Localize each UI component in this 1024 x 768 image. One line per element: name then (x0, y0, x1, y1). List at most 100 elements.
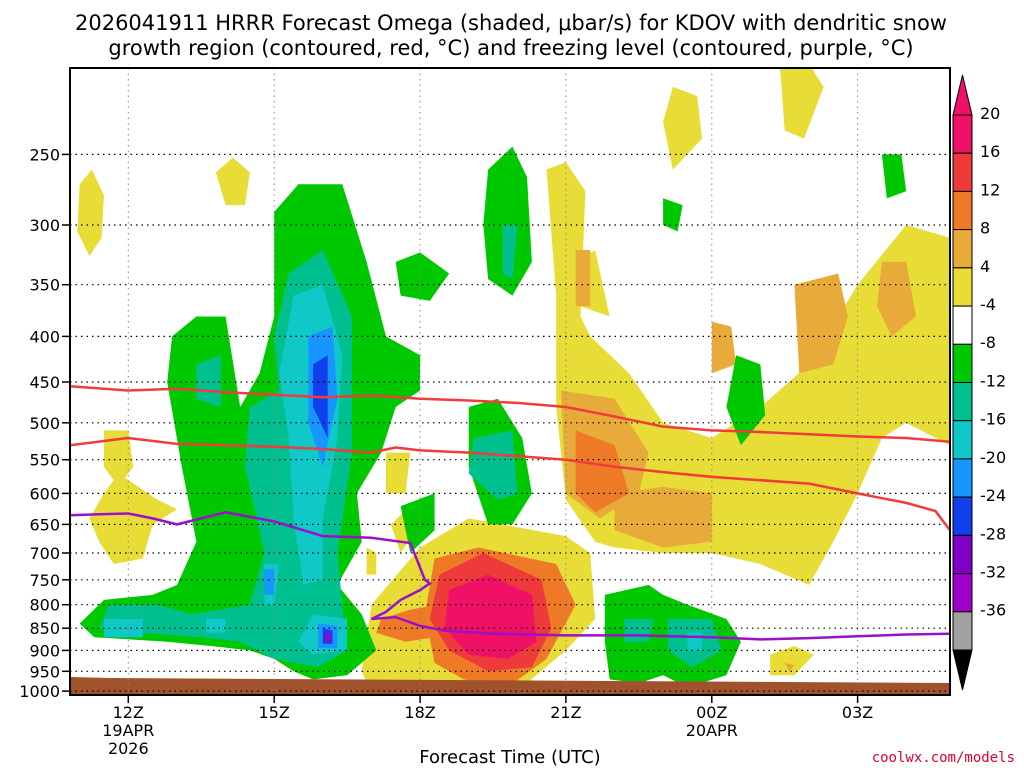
y-tick-label-300: 300 (29, 216, 60, 235)
y-tick-label-950: 950 (29, 662, 60, 681)
omega-area-dn-12-16-2 (104, 619, 143, 638)
colorbar-swatch-2 (952, 190, 973, 231)
colorbar-label-1: 16 (980, 142, 1000, 161)
omega-area-up-4-8-8 (546, 162, 950, 585)
omega-area-dn-12-16-3 (206, 619, 226, 633)
colorbar: 20 16 12 8 4 -4 -8 -12 -16 -20 -24 -28 -32 -36 (952, 74, 1006, 691)
colorbar-label-12: -32 (980, 563, 1006, 582)
colorbar-top-arrow (952, 74, 973, 116)
x-tick-date-12Z: 19APR (102, 721, 154, 740)
omega-shaded-areas (77, 68, 950, 695)
x-tick-label-15Z: 15Z (259, 703, 290, 722)
grid-lines (70, 68, 950, 695)
y-tick-label-550: 550 (29, 451, 60, 470)
x-axis-label: Forecast Time (UTC) (419, 747, 600, 768)
y-tick-label-750: 750 (29, 571, 60, 590)
y-tick-label-350: 350 (29, 276, 60, 295)
x-tick-label-12Z: 12Z (113, 703, 144, 722)
colorbar-label-7: -12 (980, 371, 1006, 390)
colorbar-swatch-9 (952, 458, 973, 498)
colorbar-swatch-5 (952, 305, 973, 345)
colorbar-swatch-8 (952, 420, 973, 460)
colorbar-swatch-10 (952, 496, 973, 536)
y-tick-label-450: 450 (29, 373, 60, 392)
dendritic-isotherm-upper (70, 385, 950, 443)
x-tick-label-18Z: 18Z (404, 703, 435, 722)
colorbar-label-13: -36 (980, 601, 1006, 620)
x-tick-date-00Z: 20APR (686, 721, 738, 740)
colorbar-label-5: -4 (980, 295, 996, 314)
x-tick-label-03Z: 03Z (842, 703, 873, 722)
omega-area-up-8-12-6 (784, 663, 795, 672)
colorbar-swatch-6 (952, 343, 973, 383)
colorbar-swatch-0 (952, 114, 973, 154)
omega-area-up-4-8-1 (215, 157, 250, 206)
colorbar-label-0: 20 (980, 104, 1000, 123)
colorbar-swatch-12 (952, 573, 973, 613)
freezing-level-line (70, 511, 950, 641)
omega-area-dn-4-8-7 (881, 154, 907, 199)
y-tick-label-250: 250 (29, 145, 60, 164)
chart-title-line1: 2026041911 HRRR Forecast Omega (shaded, … (75, 11, 947, 35)
y-tick-label-700: 700 (29, 544, 60, 563)
omega-area-up-4-8-10 (663, 86, 702, 170)
y-tick-label-800: 800 (29, 596, 60, 615)
omega-area-up-12-16-1 (376, 604, 440, 642)
x-tick-year-12Z: 2026 (108, 739, 149, 758)
omega-area-up-4-8-2 (89, 473, 177, 564)
omega-area-up-12-16-0 (575, 430, 630, 513)
omega-area-dn-4-8-2 (483, 146, 532, 296)
colorbar-swatch-1 (952, 152, 973, 192)
chart-title-line2: growth region (contoured, red, °C) and f… (108, 36, 913, 60)
omega-area-up-4-8-5 (386, 452, 411, 494)
dendritic-isotherm-lower (70, 436, 950, 532)
colorbar-label-4: 4 (980, 257, 990, 276)
colorbar-swatch-3 (952, 229, 973, 269)
y-tick-label-1000: 1000 (19, 682, 60, 701)
omega-area-up-4-8-4 (366, 547, 377, 575)
y-tick-label-500: 500 (29, 414, 60, 433)
omega-area-up-20-0 (444, 574, 537, 659)
omega-area-up-8-12-2 (575, 250, 591, 307)
omega-area-dn-28-32-0 (325, 632, 331, 642)
colorbar-label-11: -28 (980, 524, 1006, 543)
y-tick-label-650: 650 (29, 515, 60, 534)
omega-area-dn-4-8-4 (400, 493, 435, 553)
omega-area-dn-4-8-1 (395, 252, 450, 301)
omega-area-up-4-8-12 (770, 646, 814, 676)
colorbar-label-3: 8 (980, 219, 990, 238)
omega-area-up-4-8-3 (104, 430, 134, 487)
omega-area-up-4-8-0 (77, 169, 104, 256)
colorbar-label-10: -24 (980, 486, 1006, 505)
colorbar-bottom-arrow (952, 649, 973, 691)
x-tick-label-21Z: 21Z (550, 703, 581, 722)
y-tick-label-600: 600 (29, 484, 60, 503)
omega-area-up-4-8-11 (780, 68, 824, 139)
colorbar-label-9: -20 (980, 448, 1006, 467)
contour-lines (70, 385, 950, 641)
y-tick-label-850: 850 (29, 619, 60, 638)
omega-area-dn-8-12-3 (502, 225, 518, 280)
y-tick-label-400: 400 (29, 327, 60, 346)
omega-area-dn-4-8-5 (663, 198, 683, 232)
y-tick-label-900: 900 (29, 641, 60, 660)
colorbar-swatch-7 (952, 382, 973, 422)
omega-area-up-8-12-3 (711, 321, 737, 374)
colorbar-swatch-4 (952, 267, 973, 307)
colorbar-label-8: -16 (980, 410, 1006, 429)
y-axis-ticks: 250 300 350 400 450 500 550 600 650 700 750 800 850 9… (19, 145, 70, 701)
credit-text: coolwx.com/models (872, 750, 1015, 766)
omega-area-up-8-12-5 (877, 261, 916, 337)
omega-area-dn-16-20-2 (264, 569, 275, 595)
colorbar-label-2: 12 (980, 180, 1000, 199)
colorbar-swatch-13 (952, 611, 973, 651)
omega-area-dn-8-12-1 (196, 355, 221, 407)
omega-area-up-8-12-4 (794, 273, 848, 374)
colorbar-label-6: -8 (980, 333, 996, 352)
colorbar-swatch-11 (952, 534, 973, 575)
omega-area-dn-8-12-2 (468, 430, 518, 500)
omega-area-dn-8-12-4 (624, 619, 654, 642)
x-tick-label-00Z: 00Z (696, 703, 727, 722)
